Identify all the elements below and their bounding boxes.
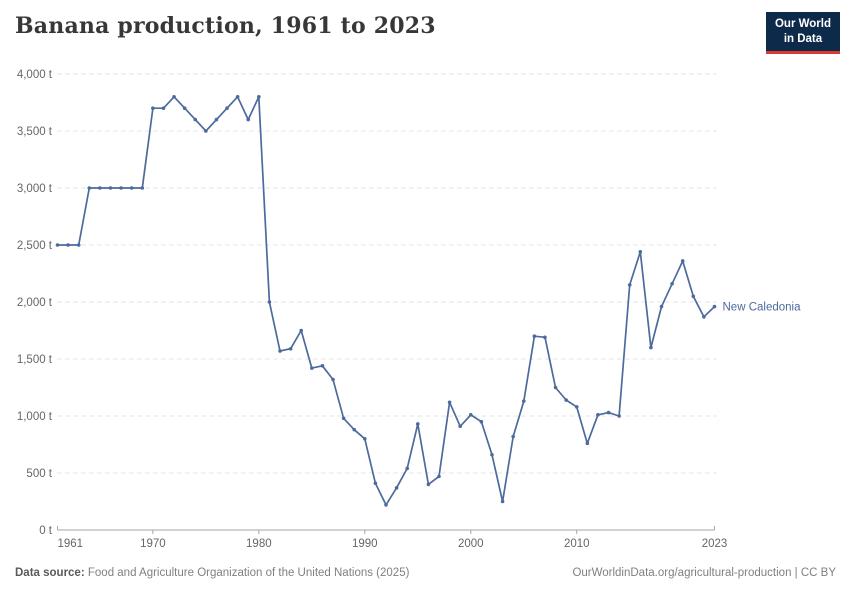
data-point [394, 486, 399, 490]
data-point [151, 106, 155, 110]
owid-logo-line2: in Data [783, 32, 823, 45]
data-source: Data source: Food and Agriculture Organi… [15, 567, 409, 579]
data-point [267, 300, 272, 304]
data-point [511, 434, 515, 439]
data-point [76, 243, 81, 247]
y-tick-label: 3,000 t [17, 183, 53, 195]
owid-logo: Our World in Data [765, 12, 840, 54]
data-point [182, 106, 187, 110]
data-point [341, 416, 346, 421]
data-point [373, 481, 378, 486]
y-tick-label: 3,500 t [17, 126, 53, 138]
data-point [55, 243, 60, 247]
data-point [66, 243, 70, 247]
data-point [405, 466, 409, 471]
data-point [246, 117, 251, 122]
data-point [331, 377, 335, 382]
data-point [712, 304, 717, 309]
data-point [521, 399, 526, 403]
data-point [606, 410, 611, 415]
data-point [437, 474, 441, 479]
data-point [204, 129, 208, 133]
data-point [532, 334, 537, 339]
chart-title: Banana production, 1961 to 2023 [15, 13, 436, 39]
data-point [490, 452, 494, 457]
data-point [257, 95, 261, 99]
data-point [458, 424, 462, 429]
data-point [500, 499, 505, 504]
data-point [574, 405, 579, 409]
data-point [299, 328, 304, 333]
data-point [553, 385, 558, 390]
data-point [214, 117, 219, 122]
data-point [564, 398, 568, 402]
data-point [235, 95, 240, 99]
credit-line: OurWorldinData.org/agricultural-producti… [572, 567, 836, 579]
data-point [680, 259, 685, 263]
data-point [119, 186, 123, 190]
data-point [638, 250, 643, 254]
owid-logo-line1: Our World [774, 18, 831, 30]
data-point [670, 281, 674, 286]
data-point [352, 427, 357, 432]
data-point [363, 437, 367, 441]
data-point [320, 364, 325, 368]
data-point [108, 186, 113, 190]
data-point [479, 419, 484, 424]
data-point [87, 186, 92, 190]
data-point [140, 186, 145, 190]
y-tick-label: 1,000 t [17, 411, 53, 423]
data-point [310, 366, 314, 370]
x-tick-label: 2010 [564, 538, 590, 550]
data-point [415, 422, 420, 426]
data-source-label: Data source: [15, 567, 85, 579]
data-point [129, 186, 134, 190]
data-point [172, 95, 176, 99]
x-tick-label: 2023 [702, 538, 728, 550]
data-point [585, 441, 590, 446]
x-tick-label: 1961 [58, 538, 84, 550]
data-point [617, 414, 621, 418]
data-line [56, 95, 716, 506]
data-point [702, 315, 706, 319]
x-tick-label: 1990 [352, 538, 378, 550]
data-point [691, 294, 696, 299]
y-tick-label: 2,500 t [17, 240, 53, 252]
y-tick-label: 4,000 t [17, 69, 53, 81]
chart-footer: Data source: Food and Agriculture Organi… [15, 567, 836, 579]
data-point [468, 413, 473, 417]
data-point [596, 413, 600, 417]
x-tick-label: 2000 [458, 538, 484, 550]
y-tick-label: 2,000 t [17, 297, 53, 309]
data-point [659, 304, 664, 309]
series-label: New Caledonia [723, 302, 802, 314]
data-point [225, 106, 229, 110]
x-tick-label: 1980 [246, 538, 272, 550]
data-point [98, 186, 102, 190]
y-tick-label: 500 t [26, 468, 52, 480]
data-point [543, 335, 547, 340]
data-point [649, 345, 653, 350]
y-tick-label: 0 t [39, 525, 53, 537]
data-point [278, 349, 282, 353]
data-point [426, 482, 431, 487]
data-point [447, 400, 452, 405]
data-point [384, 503, 388, 507]
y-tick-label: 1,500 t [17, 354, 53, 366]
x-tick-label: 1970 [140, 538, 166, 550]
data-point [627, 283, 632, 287]
data-source-text: Food and Agriculture Organization of the… [87, 567, 410, 579]
data-point [161, 106, 166, 110]
data-point [193, 117, 198, 122]
data-point [288, 346, 293, 351]
